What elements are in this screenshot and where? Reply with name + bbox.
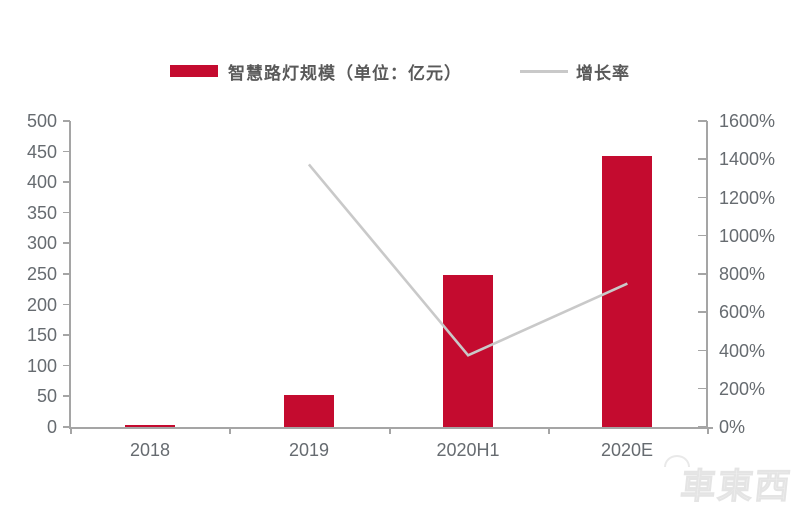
x-axis-tick	[389, 427, 391, 434]
right-axis-tick-label: 0%	[719, 417, 746, 437]
right-y-axis-line	[706, 121, 708, 427]
left-axis-tick-label: 350	[26, 202, 57, 223]
left-axis-tick-label: 200	[26, 294, 57, 315]
left-axis-tick-label: 50	[36, 386, 57, 407]
right-axis-tick	[698, 426, 707, 428]
left-axis-tick	[63, 303, 70, 306]
right-axis-tick-label: 1000%	[719, 225, 776, 246]
right-axis-tick	[698, 158, 707, 160]
x-axis-tick	[229, 427, 231, 434]
left-axis-tick	[63, 273, 70, 275]
x-axis-tick	[707, 427, 709, 434]
right-axis-tick-label: 1200%	[719, 187, 776, 208]
right-axis-tick-label: 800%	[719, 264, 766, 284]
x-axis-label-2018: 2018	[129, 440, 171, 460]
right-axis-tick	[698, 120, 707, 122]
left-axis-tick	[63, 395, 70, 397]
x-axis-tick	[548, 427, 550, 434]
x-axis-tick	[70, 427, 72, 434]
bar-2020H1	[443, 275, 493, 427]
right-axis-tick	[698, 311, 707, 313]
right-axis-tick	[698, 196, 707, 198]
growth-line	[307, 163, 628, 357]
left-axis-tick	[63, 334, 70, 336]
right-axis-tick-label: 1400%	[719, 149, 776, 170]
left-axis-tick	[63, 211, 70, 214]
right-axis-tick-label: 600%	[719, 302, 766, 323]
legend-bar-swatch	[170, 65, 218, 77]
left-axis-tick	[63, 364, 70, 367]
watermark-logo: 車東西	[678, 467, 794, 507]
right-axis-tick-label: 200%	[719, 378, 766, 399]
left-axis-tick-label: 150	[26, 325, 57, 346]
left-y-axis-line	[69, 121, 71, 427]
bar-2018	[125, 425, 175, 427]
left-axis-tick-label: 0	[46, 417, 57, 437]
left-axis-tick-label: 250	[26, 264, 57, 284]
left-axis-tick-label: 100	[26, 355, 57, 376]
bar-2019	[284, 395, 334, 427]
right-axis-tick	[698, 234, 707, 237]
legend-line-label: 增长率	[576, 63, 630, 83]
x-axis-label-2019: 2019	[288, 440, 330, 460]
right-axis-tick	[698, 349, 707, 351]
x-axis-line	[69, 427, 713, 429]
plot-area	[69, 121, 713, 429]
legend: 智慧路灯规模（单位：亿元） 增长率	[0, 58, 800, 84]
left-axis-tick-label: 300	[26, 233, 57, 254]
left-axis-tick	[63, 426, 70, 428]
right-axis-tick	[698, 387, 707, 390]
left-axis-tick	[63, 120, 70, 122]
left-axis-tick-label: 400	[26, 172, 57, 193]
left-axis-tick-label: 500	[26, 111, 57, 131]
left-axis-tick	[63, 242, 70, 244]
legend-bar-label: 智慧路灯规模（单位：亿元）	[228, 63, 462, 83]
right-axis-tick	[698, 273, 707, 275]
left-axis-tick	[63, 150, 70, 153]
growth-line-layer	[307, 163, 628, 357]
left-axis-tick	[63, 181, 70, 183]
legend-line-swatch	[520, 69, 568, 73]
x-axis-label-2020H1: 2020H1	[436, 440, 500, 460]
right-axis-tick-label: 400%	[719, 340, 766, 361]
right-axis-tick-label: 1600%	[719, 111, 776, 131]
left-axis-tick-label: 450	[26, 141, 57, 162]
x-axis-label-2020E: 2020E	[600, 440, 654, 460]
